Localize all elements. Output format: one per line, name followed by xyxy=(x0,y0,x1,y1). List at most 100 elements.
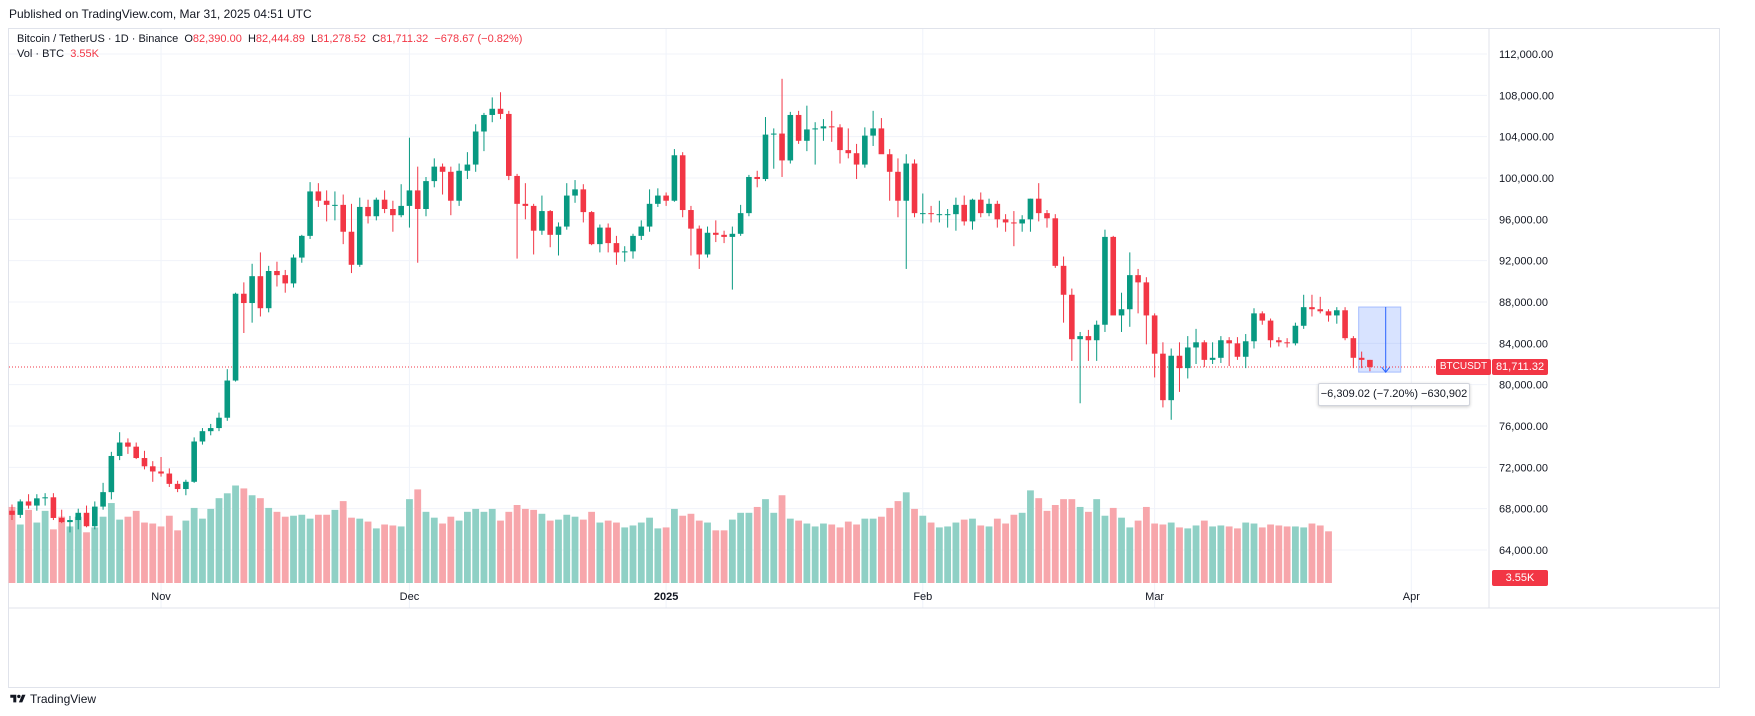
volume-bar xyxy=(1126,527,1134,583)
symbol-label[interactable]: Bitcoin / TetherUS · 1D · Binance xyxy=(17,33,179,45)
volume-bar xyxy=(83,532,90,583)
volume-bar xyxy=(430,517,438,583)
candle-body xyxy=(1292,325,1299,344)
candle-body xyxy=(895,171,901,201)
volume-label[interactable]: Vol · BTC xyxy=(17,48,65,60)
volume-bar xyxy=(861,518,869,583)
candle-body xyxy=(737,213,744,234)
candle-body xyxy=(1193,342,1199,348)
candle-body xyxy=(936,214,943,216)
volume-bar xyxy=(1300,527,1308,583)
volume-bar xyxy=(720,530,728,583)
candle-body xyxy=(216,417,222,429)
candle-body xyxy=(323,200,330,205)
volume-bar xyxy=(257,498,264,583)
candle-body xyxy=(787,114,794,161)
volume-bar xyxy=(1068,499,1076,583)
volume-bar xyxy=(770,512,778,583)
volume-bar xyxy=(629,525,637,583)
volume-bar xyxy=(1176,527,1183,583)
volume-bar xyxy=(107,503,115,583)
volume-bar xyxy=(596,522,604,583)
volume-bar xyxy=(290,515,297,583)
volume-bar xyxy=(886,507,894,583)
last-price-tag: 81,711.32 xyxy=(1492,358,1548,375)
candle-body xyxy=(646,203,653,227)
y-tick-label: 76,000.00 xyxy=(1499,421,1548,433)
volume-bar xyxy=(1027,490,1034,583)
candle-body xyxy=(1160,353,1166,401)
candle-body xyxy=(911,163,918,214)
candle-body xyxy=(1300,307,1307,326)
candle-body xyxy=(770,133,777,135)
volume-bar xyxy=(273,511,281,583)
candle-body xyxy=(1135,275,1141,283)
footer-brand[interactable]: TradingView xyxy=(10,692,96,706)
candle-body xyxy=(1267,320,1274,341)
volume-bar xyxy=(248,495,256,583)
volume-bar xyxy=(1184,528,1192,583)
candle-body xyxy=(795,114,802,141)
candle-body xyxy=(9,510,15,515)
volume-bar xyxy=(497,520,504,583)
candle-body xyxy=(116,442,123,456)
low-value: 81,278.52 xyxy=(317,33,367,45)
candle-body xyxy=(191,441,197,482)
volume-bar xyxy=(281,516,289,583)
volume-bar xyxy=(869,518,877,583)
candle-body xyxy=(257,276,264,309)
candle-body xyxy=(1242,341,1249,357)
candle-body xyxy=(1077,336,1083,340)
volume-bar xyxy=(985,526,993,583)
candle-body xyxy=(75,512,82,521)
volume-bar xyxy=(190,507,198,583)
candle-body xyxy=(1184,347,1191,369)
candle-body xyxy=(1052,218,1059,266)
candle-body xyxy=(1209,357,1216,360)
candle-body xyxy=(67,520,73,523)
volume-bar xyxy=(25,509,32,583)
candle-body xyxy=(299,235,305,258)
candle-body xyxy=(373,199,380,217)
candle-body xyxy=(638,226,645,236)
volume-bar xyxy=(977,525,985,583)
y-tick-label: 96,000.00 xyxy=(1499,214,1548,226)
volume-bar xyxy=(1109,507,1117,583)
candle-body xyxy=(679,155,686,211)
candle-body xyxy=(1309,307,1315,310)
volume-bar xyxy=(1159,524,1167,583)
volume-bar xyxy=(1151,523,1159,583)
candle-body xyxy=(158,471,164,474)
candle-body xyxy=(1325,311,1332,316)
volume-bar xyxy=(91,527,99,583)
y-tick-label: 112,000.00 xyxy=(1499,49,1553,61)
candle-body xyxy=(365,206,371,217)
volume-bar xyxy=(853,524,860,583)
volume-bar xyxy=(1234,528,1241,583)
candle-body xyxy=(563,195,570,227)
candle-body xyxy=(166,473,173,484)
volume-bar xyxy=(637,522,645,583)
candle-body xyxy=(1151,315,1158,354)
volume-bar xyxy=(662,527,670,583)
candle-body xyxy=(613,243,620,253)
volume-bar xyxy=(1217,525,1225,583)
volume-bar xyxy=(588,511,595,583)
chart-frame[interactable] xyxy=(8,28,1720,688)
candle-body xyxy=(340,204,346,232)
volume-bar xyxy=(331,509,339,583)
candle-body xyxy=(1085,336,1092,341)
candle-body xyxy=(1044,213,1050,219)
candle-body xyxy=(1334,310,1340,316)
candle-body xyxy=(1276,340,1282,343)
volume-bar xyxy=(232,485,239,583)
volume-bar xyxy=(455,520,463,583)
candle-body xyxy=(1143,282,1150,316)
footer-brand-label: TradingView xyxy=(30,692,97,706)
volume-bar xyxy=(16,524,24,583)
candle-body xyxy=(290,257,297,284)
tradingview-logo-icon xyxy=(10,694,26,703)
candle-body xyxy=(688,210,694,229)
candle-body xyxy=(655,195,661,204)
